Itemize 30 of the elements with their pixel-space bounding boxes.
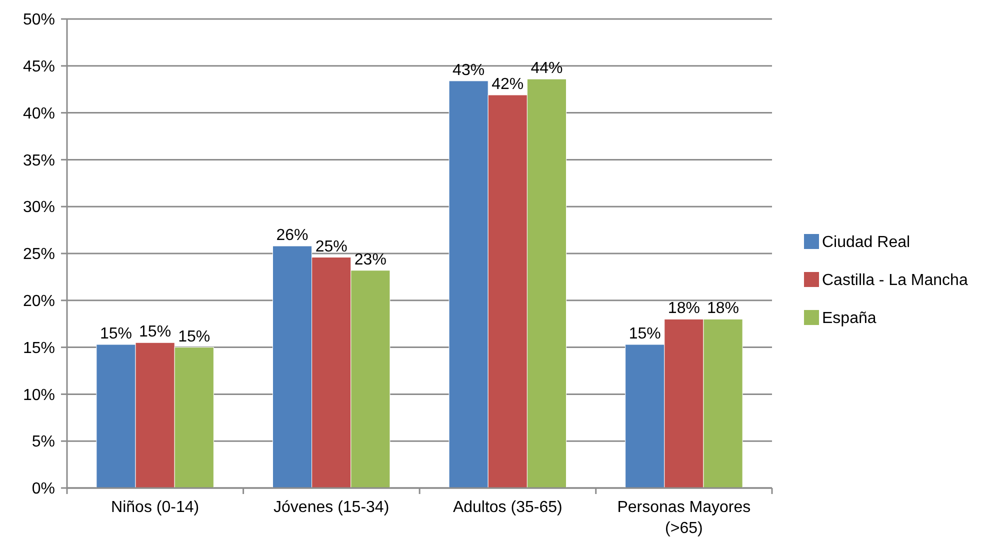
legend-label: Ciudad Real xyxy=(822,234,910,252)
y-tick-label: 25% xyxy=(22,246,55,264)
y-tick-label: 35% xyxy=(22,152,55,170)
y-tick-label: 5% xyxy=(32,434,55,451)
y-tick-label: 40% xyxy=(22,105,55,122)
x-tick-label: Jóvenes (15-34) xyxy=(274,499,390,516)
data-label: 18% xyxy=(707,300,740,318)
y-tick-label: 20% xyxy=(22,293,55,310)
legend-label: Castilla - La Mancha xyxy=(822,272,968,290)
y-tick-label: 45% xyxy=(22,58,55,76)
data-label: 23% xyxy=(354,251,386,268)
data-label: 43% xyxy=(452,62,485,79)
y-tick-label: 15% xyxy=(22,340,55,357)
data-label: 15% xyxy=(139,324,172,341)
data-label: 15% xyxy=(100,325,132,342)
y-tick-label: 30% xyxy=(22,199,55,216)
x-tick-label: Niños (0-14) xyxy=(111,499,200,516)
data-label: 42% xyxy=(492,76,524,93)
data-label: 26% xyxy=(276,226,308,244)
x-tick-label: Personas Mayores (>65) xyxy=(617,499,751,537)
y-tick-label: 50% xyxy=(22,12,55,29)
data-label: 25% xyxy=(315,238,348,256)
y-tick-label: 10% xyxy=(22,386,55,404)
y-tick-label: 0% xyxy=(32,480,55,498)
legend-label: España xyxy=(822,310,876,328)
data-label: 18% xyxy=(668,300,700,318)
data-label: 44% xyxy=(530,60,563,78)
data-label: 15% xyxy=(628,325,661,342)
data-label: 15% xyxy=(178,328,210,346)
x-tick-label: Adultos (35-65) xyxy=(452,499,562,516)
